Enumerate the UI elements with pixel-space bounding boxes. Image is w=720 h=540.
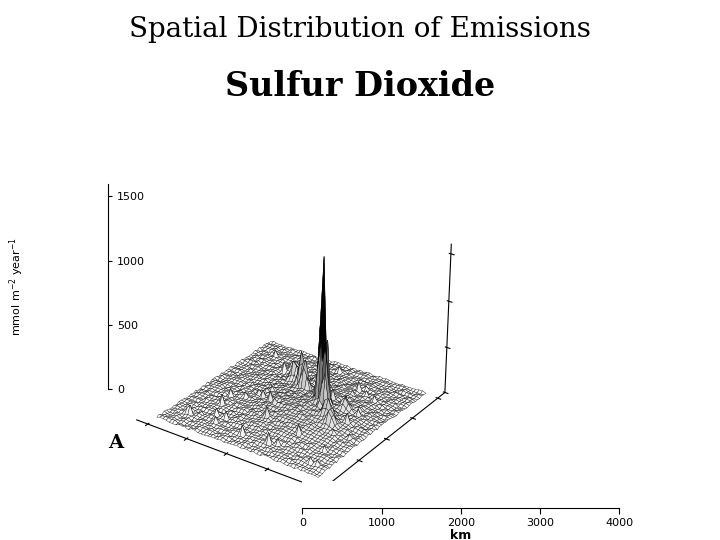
- Text: Sulfur Dioxide: Sulfur Dioxide: [225, 70, 495, 103]
- Y-axis label: mmol m$^{-2}$ year$^{-1}$: mmol m$^{-2}$ year$^{-1}$: [7, 237, 26, 336]
- X-axis label: km: km: [450, 529, 472, 540]
- Text: Spatial Distribution of Emissions: Spatial Distribution of Emissions: [129, 16, 591, 43]
- Text: A: A: [107, 434, 123, 452]
